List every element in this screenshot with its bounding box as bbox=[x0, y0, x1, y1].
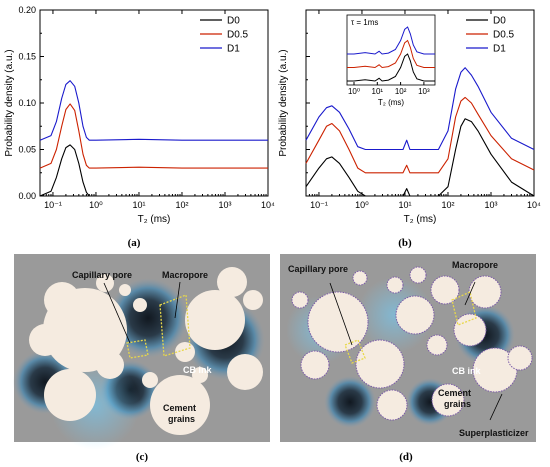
legend-entry-D0: D0 bbox=[227, 16, 240, 27]
x-tick-label: 10¹ bbox=[398, 200, 411, 210]
legend-entry-D0.5: D0.5 bbox=[227, 30, 249, 41]
chart-panel-b: 10⁻¹ 10⁰ 10¹ 10² 10³ 10⁴ T₂ (ms) Probability de… bbox=[278, 9, 541, 225]
capillary-pore-label-c: Capillary pore bbox=[72, 270, 132, 280]
macropore-pointer-c bbox=[174, 281, 181, 319]
chart-panel-a: 10⁻¹ 10⁰ 10¹ 10² 10³ 10⁴ 0.00 0.05 0.10 0.15 0.20 T… bbox=[4, 5, 275, 225]
inset-x-tick-label: 10³ bbox=[418, 87, 430, 96]
panel-label-c: (c) bbox=[136, 451, 149, 463]
x-tick-label: 10⁻¹ bbox=[310, 200, 328, 210]
x-tick-label: 10¹ bbox=[132, 200, 145, 210]
x-tick-label: 10⁰ bbox=[89, 200, 103, 210]
cement-grains-label-d: Cement grains bbox=[438, 388, 471, 409]
illustration-c-cement-grains bbox=[29, 267, 263, 435]
inset-x-tick-label: 10² bbox=[395, 87, 407, 96]
inset-frame bbox=[346, 14, 436, 86]
inset-series-line-D0.5 bbox=[347, 39, 435, 69]
inset-x-tick-label: 10¹ bbox=[372, 87, 384, 96]
x-axis-label: T₂ (ms) bbox=[138, 214, 171, 225]
y-axis-label: Probability density (a.u.) bbox=[278, 49, 289, 156]
y-tick-label: 0.05 bbox=[18, 145, 36, 155]
cb-ink-label-c: CB ink bbox=[183, 365, 212, 375]
macropore-pointer-d bbox=[464, 281, 476, 306]
x-tick-label: 10³ bbox=[484, 200, 497, 210]
inset-series-line-D1 bbox=[347, 26, 435, 55]
inset-x-label: T₂ (ms) bbox=[378, 98, 405, 107]
macropore-marker-d bbox=[451, 291, 477, 326]
capillary-pore-pointer-c bbox=[103, 282, 131, 344]
legend-entry-D0: D0 bbox=[493, 16, 506, 27]
series-line-D0.5 bbox=[305, 96, 535, 174]
cb-ink-label-d: CB ink bbox=[452, 366, 481, 376]
panel-label-b: (b) bbox=[398, 237, 412, 249]
inset-title: τ = 1ms bbox=[351, 18, 378, 27]
macropore-label-d: Macropore bbox=[452, 260, 498, 270]
inset-series-line-D0 bbox=[347, 53, 435, 82]
x-tick-label: 10⁴ bbox=[527, 200, 541, 210]
y-tick-label: 0.00 bbox=[18, 191, 36, 201]
illustration-panel-c: Capillary pore Macropore CB ink Cement gr… bbox=[13, 254, 270, 463]
series-line-D0.5 bbox=[39, 103, 268, 169]
series-line-D0 bbox=[39, 144, 268, 197]
legend-entry-D0.5: D0.5 bbox=[493, 30, 515, 41]
illustration-panel-d: Capillary pore Macropore CB ink Cement gr… bbox=[280, 254, 536, 463]
inset-x-tick-label: 10⁰ bbox=[348, 87, 360, 96]
x-tick-label: 10² bbox=[175, 200, 188, 210]
y-tick-label: 0.10 bbox=[18, 98, 36, 108]
legend-entry-D1: D1 bbox=[493, 44, 506, 55]
series-line-D0 bbox=[305, 118, 535, 197]
x-tick-label: 10⁰ bbox=[355, 200, 369, 210]
legend-entry-D1: D1 bbox=[227, 44, 240, 55]
cement-grains-label-c: Cement grains bbox=[163, 403, 196, 424]
capillary-pore-marker-d bbox=[344, 339, 366, 364]
x-tick-label: 10⁴ bbox=[261, 200, 275, 210]
y-axis-label: Probability density (a.u.) bbox=[4, 49, 15, 156]
capillary-pore-label-d: Capillary pore bbox=[288, 264, 348, 274]
series-line-D1 bbox=[305, 67, 535, 151]
panel-label-d: (d) bbox=[399, 451, 413, 463]
series-line-D1 bbox=[39, 80, 268, 141]
macropore-label-c: Macropore bbox=[162, 270, 208, 280]
capillary-pore-pointer-d bbox=[329, 282, 353, 346]
capillary-pore-marker-c bbox=[126, 339, 149, 359]
y-tick-label: 0.15 bbox=[18, 52, 36, 62]
y-tick-label: 0.20 bbox=[18, 5, 36, 15]
x-axis-label: T₂ (ms) bbox=[404, 214, 437, 225]
superplasticizer-label-d: Superplasticizer bbox=[459, 428, 529, 438]
x-tick-label: 10³ bbox=[218, 200, 231, 210]
x-tick-label: 10² bbox=[441, 200, 454, 210]
panel-label-a: (a) bbox=[128, 237, 141, 249]
x-tick-label: 10⁻¹ bbox=[44, 200, 62, 210]
superplasticizer-pointer-d bbox=[489, 393, 503, 421]
illustration-d-cement-grains bbox=[291, 266, 533, 421]
